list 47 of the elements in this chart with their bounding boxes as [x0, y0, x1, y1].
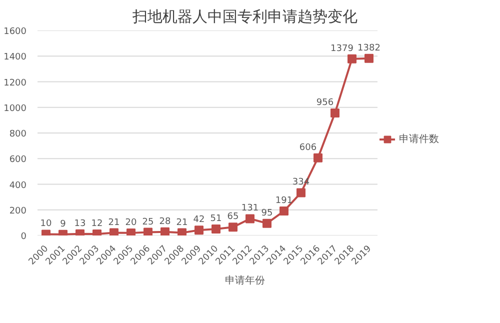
y-tick-label: 400	[9, 180, 27, 191]
point	[330, 108, 340, 118]
point	[314, 153, 322, 162]
x-axis-title: 申请年份	[225, 274, 265, 287]
point	[160, 227, 170, 236]
data-label: 65	[227, 212, 239, 222]
data-label: 956	[316, 98, 334, 108]
point	[262, 218, 272, 228]
y-tick-label: 0	[20, 232, 27, 242]
y-tick-label: 200	[9, 206, 27, 216]
data-label: 10	[40, 219, 52, 230]
data-label: 1382	[358, 43, 380, 54]
point	[348, 54, 356, 64]
data-label: 9	[60, 219, 66, 230]
data-label: 95	[261, 208, 273, 218]
data-label: 606	[299, 142, 317, 153]
point	[280, 206, 288, 216]
point	[126, 228, 136, 236]
point	[296, 188, 306, 198]
point	[194, 226, 204, 235]
data-label: 13	[74, 218, 86, 229]
y-tick-label: 1000	[4, 104, 27, 114]
data-label: 25	[142, 217, 154, 228]
data-label: 191	[275, 196, 293, 206]
point	[364, 54, 374, 63]
y-tick-label: 1400	[4, 52, 27, 63]
data-label: 21	[176, 218, 188, 228]
y-tick-label: 800	[9, 130, 27, 140]
point	[246, 214, 254, 224]
data-label: 131	[241, 204, 259, 214]
data-label: 12	[91, 218, 103, 229]
point	[144, 228, 152, 236]
point	[228, 222, 238, 232]
y-tick-label: 600	[9, 155, 27, 166]
y-tick-label: 1200	[4, 78, 27, 88]
data-label: 28	[159, 216, 171, 227]
data-label: 1379	[330, 44, 354, 54]
y-tick-label: 1600	[4, 27, 27, 37]
legend-label: 申请件数	[399, 132, 439, 146]
data-label: 42	[193, 215, 205, 226]
point	[212, 224, 220, 234]
data-label: 51	[210, 214, 222, 224]
point	[178, 228, 186, 236]
chart-title: 扫地机器人中国专利申请趋势变化	[132, 8, 358, 26]
data-label: 21	[108, 218, 120, 228]
point	[110, 228, 118, 236]
data-label: 20	[125, 218, 137, 228]
